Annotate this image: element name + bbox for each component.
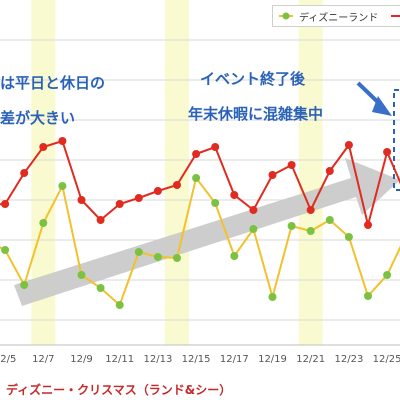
data-point-land	[287, 222, 296, 230]
data-point-sea	[20, 169, 29, 177]
x-tick-label: 12/21	[296, 354, 325, 365]
data-point-sea	[287, 161, 296, 169]
data-point-sea	[306, 206, 315, 214]
x-tick-label: 12/7	[32, 354, 54, 365]
data-point-land	[115, 301, 124, 309]
data-point-sea	[383, 148, 392, 156]
annotation-weekday-gap-2: 差が大きい	[0, 109, 76, 127]
chart-title-bar: ディズニー・クリスマス（ランド&シー）	[0, 378, 400, 400]
data-point-sea	[268, 171, 277, 179]
data-point-sea	[173, 181, 181, 189]
callout-arrow-head	[372, 96, 392, 116]
data-point-land	[173, 254, 181, 262]
x-tick-label: 12/23	[334, 354, 363, 365]
data-point-sea	[58, 137, 67, 145]
chart-title: ディズニー・クリスマス（ランド&シー）	[6, 383, 232, 397]
data-point-sea	[153, 187, 162, 195]
x-tick-label: 12/9	[70, 354, 92, 365]
data-point-land	[344, 233, 353, 241]
data-point-land	[1, 246, 10, 254]
data-point-sea	[211, 143, 220, 151]
data-point-land	[192, 174, 201, 182]
data-point-land	[268, 293, 277, 301]
data-point-sea	[344, 141, 353, 149]
data-point-sea	[1, 200, 10, 208]
x-tick-label: 12/19	[258, 354, 287, 365]
x-tick-label: 12/13	[143, 354, 172, 365]
data-point-land	[77, 271, 86, 279]
data-point-land	[364, 292, 372, 300]
legend-label-land: ディズニーランド	[299, 13, 379, 24]
annotation-after-event-2: 年末休暇に混雑集中	[188, 105, 324, 123]
x-tick-label: 12/25	[373, 354, 400, 365]
data-point-sea	[325, 167, 334, 175]
data-point-sea	[39, 143, 48, 151]
weekend-band	[298, 0, 323, 345]
data-point-sea	[96, 216, 105, 224]
data-point-sea	[249, 206, 258, 214]
data-point-land	[306, 227, 315, 235]
data-point-land	[249, 225, 258, 233]
data-point-land	[211, 199, 220, 207]
x-tick-label: 12/5	[0, 354, 16, 365]
x-tick-label: 12/15	[182, 354, 211, 365]
data-point-sea	[230, 191, 239, 199]
data-point-land	[134, 248, 143, 256]
data-point-sea	[77, 196, 86, 204]
data-point-land	[153, 253, 162, 261]
data-point-land	[325, 216, 334, 224]
x-tick-label: 12/11	[105, 354, 134, 365]
data-point-land	[39, 219, 48, 227]
data-point-land	[58, 182, 67, 190]
data-point-sea	[192, 150, 201, 158]
annotation-after-event-1: イベント終了後	[200, 70, 306, 88]
data-point-sea	[115, 200, 124, 208]
data-point-sea	[364, 221, 372, 229]
data-point-land	[20, 281, 29, 289]
annotation-weekday-gap-1: は平日と休日の	[0, 74, 106, 92]
data-point-land	[383, 271, 392, 279]
legend: ディズニーランド	[272, 5, 400, 27]
x-tick-label: 12/17	[220, 354, 249, 365]
legend-swatches	[279, 12, 400, 20]
data-point-sea	[134, 194, 143, 202]
data-point-land	[230, 252, 239, 260]
data-point-land	[96, 284, 105, 292]
event-end-box	[393, 89, 400, 191]
